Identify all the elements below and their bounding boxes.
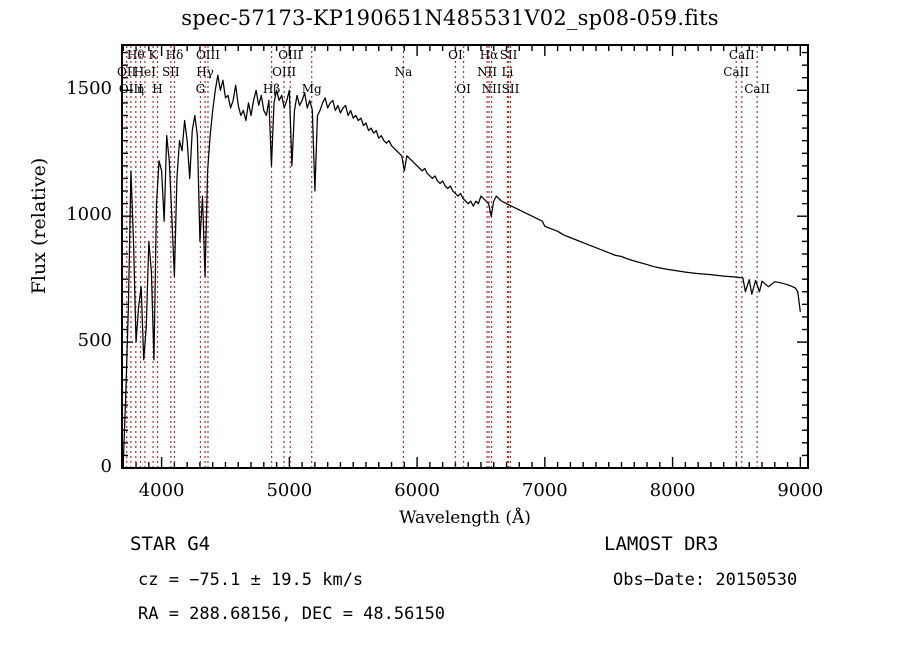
x-tick-label: 9000 [777, 480, 824, 501]
spectral-line-label: OIII [118, 82, 143, 96]
x-tick-label: 4000 [138, 480, 185, 501]
spectral-line-label: SII [499, 48, 518, 62]
y-tick-label: 1500 [66, 78, 112, 100]
spectral-line-label: HeI [133, 65, 157, 79]
footer-obs-date: Obs−Date: 20150530 [613, 570, 798, 590]
spectral-line-markers [126, 46, 758, 467]
y-axis-title: Flux (relative) [28, 157, 50, 295]
spectral-line-label: Na [394, 65, 413, 79]
spectral-line-label: Hδ [165, 48, 184, 62]
footer-object-class: STAR G4 [130, 533, 211, 555]
spectral-line-label: Mg [301, 82, 322, 96]
spectral-line-label: CaII [728, 48, 755, 62]
spectral-line-label: SII [161, 65, 180, 79]
spectral-line-label: SII [501, 82, 520, 96]
spectral-line-label: OI [448, 48, 463, 62]
footer-survey: LAMOST DR3 [604, 533, 719, 555]
spectral-line-label: OIII [278, 48, 303, 62]
spectral-line-label: K [148, 48, 158, 62]
spectral-line-label: CaII [744, 82, 771, 96]
spectral-line-label: Li [501, 65, 514, 79]
x-axis-title: Wavelength (Å) [399, 508, 531, 528]
y-tick-label: 500 [77, 330, 112, 352]
spectral-line-label: OIII [272, 65, 297, 79]
x-tick-label: 8000 [649, 480, 696, 501]
y-tick-label: 0 [100, 456, 112, 477]
spectral-line-label: CaII [723, 65, 750, 79]
spectrum-trace [122, 74, 801, 463]
spectral-line-label: NII [481, 82, 502, 96]
axis-ticks [122, 45, 808, 469]
spectral-line-label: G [195, 82, 206, 96]
spectral-line-label: H [152, 82, 163, 96]
spectral-line-label: NII [477, 65, 498, 79]
footer-redshift: cz = −75.1 ± 19.5 km/s [138, 570, 364, 590]
x-tick-label: 5000 [266, 480, 313, 501]
spectral-line-label: OIII [195, 48, 220, 62]
y-tick-label: 1000 [66, 204, 112, 226]
spectral-line-label: Hβ [262, 82, 281, 96]
spectral-line-label: OII [117, 65, 137, 79]
footer-coordinates: RA = 288.68156, DEC = 48.56150 [138, 604, 446, 624]
spectral-line-label: Hθ [126, 48, 145, 62]
x-tick-label: 7000 [521, 480, 568, 501]
x-tick-label: 6000 [394, 480, 440, 501]
page-title: spec-57173-KP190651N485531V02_sp08-059.f… [181, 6, 719, 30]
plot-frame [121, 44, 809, 469]
spectral-line-label: Hγ [196, 65, 214, 79]
spectral-line-label: η [136, 82, 145, 96]
spectral-line-label: Hα [479, 48, 499, 62]
spectral-line-label: OI [456, 82, 471, 96]
